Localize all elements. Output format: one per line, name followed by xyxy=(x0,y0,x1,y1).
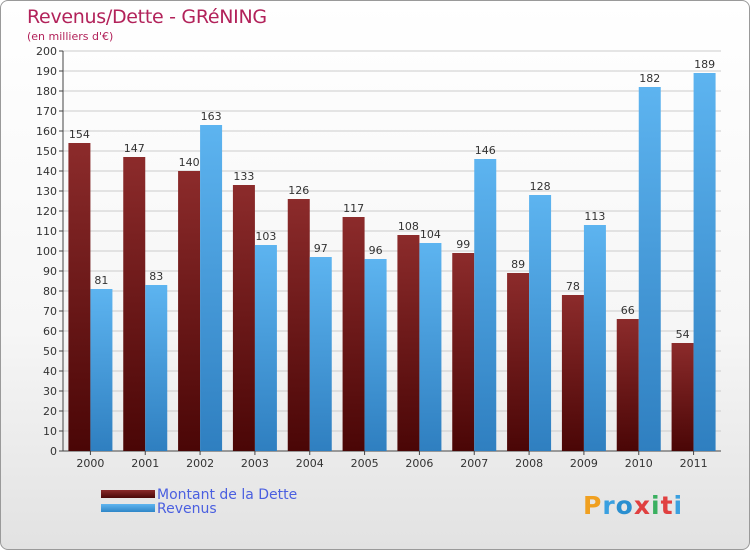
y-tick-label: 140 xyxy=(36,165,57,178)
bar-revenus xyxy=(145,285,168,451)
y-tick-label: 20 xyxy=(43,405,57,418)
y-tick-label: 150 xyxy=(36,145,57,158)
logo-letter: o xyxy=(615,491,634,520)
bar-revenus xyxy=(364,259,387,451)
bar-revenus xyxy=(200,125,223,451)
y-tick-label: 200 xyxy=(36,45,57,58)
x-tick-label: 2003 xyxy=(241,457,269,470)
data-label-dette: 147 xyxy=(124,142,145,155)
legend-swatch-revenus xyxy=(101,504,155,512)
y-tick-label: 120 xyxy=(36,205,57,218)
bar-dette xyxy=(671,343,694,451)
y-tick-label: 60 xyxy=(43,325,57,338)
x-tick-label: 2002 xyxy=(186,457,214,470)
y-tick-label: 110 xyxy=(36,225,57,238)
y-tick-label: 180 xyxy=(36,85,57,98)
x-tick-label: 2009 xyxy=(570,457,598,470)
y-tick-label: 160 xyxy=(36,125,57,138)
logo-letter: i xyxy=(673,491,684,520)
y-tick-label: 170 xyxy=(36,105,57,118)
bar-dette xyxy=(616,319,639,451)
data-label-revenus: 96 xyxy=(369,244,383,257)
y-tick-label: 90 xyxy=(43,265,57,278)
data-label-dette: 140 xyxy=(179,156,200,169)
proxiti-logo: Proxiti xyxy=(583,491,683,520)
y-tick-label: 40 xyxy=(43,365,57,378)
data-label-revenus: 128 xyxy=(530,180,551,193)
x-tick-label: 2000 xyxy=(76,457,104,470)
x-tick-label: 2006 xyxy=(405,457,433,470)
bar-revenus xyxy=(638,87,661,451)
bar-revenus xyxy=(309,257,332,451)
data-label-revenus: 182 xyxy=(639,72,660,85)
bar-dette xyxy=(68,143,91,451)
data-label-dette: 108 xyxy=(398,220,419,233)
data-label-revenus: 189 xyxy=(694,58,715,71)
bar-revenus xyxy=(474,159,497,451)
data-label-dette: 66 xyxy=(621,304,635,317)
chart-subtitle: (en milliers d'€) xyxy=(27,30,114,43)
bar-dette xyxy=(397,235,420,451)
data-label-revenus: 163 xyxy=(201,110,222,123)
bar-revenus xyxy=(693,73,716,451)
y-tick-label: 50 xyxy=(43,345,57,358)
logo-letter: t xyxy=(660,491,674,520)
data-label-revenus: 103 xyxy=(255,230,276,243)
data-label-revenus: 113 xyxy=(584,210,605,223)
bar-revenus xyxy=(419,243,442,451)
data-label-dette: 78 xyxy=(566,280,580,293)
bar-revenus xyxy=(529,195,552,451)
y-tick-label: 0 xyxy=(50,445,57,458)
data-label-dette: 54 xyxy=(676,328,690,341)
x-tick-label: 2004 xyxy=(296,457,324,470)
data-label-revenus: 81 xyxy=(94,274,108,287)
bar-revenus xyxy=(254,245,277,451)
bar-dette xyxy=(232,185,255,451)
data-label-revenus: 146 xyxy=(475,144,496,157)
bar-dette xyxy=(452,253,475,451)
x-tick-label: 2007 xyxy=(460,457,488,470)
x-tick-label: 2005 xyxy=(351,457,379,470)
legend-label-revenus: Revenus xyxy=(157,501,217,517)
data-label-dette: 126 xyxy=(288,184,309,197)
data-label-dette: 99 xyxy=(456,238,470,251)
x-tick-label: 2011 xyxy=(680,457,708,470)
y-tick-label: 130 xyxy=(36,185,57,198)
x-tick-label: 2008 xyxy=(515,457,543,470)
y-tick-label: 10 xyxy=(43,425,57,438)
bar-dette xyxy=(178,171,201,451)
data-label-revenus: 83 xyxy=(149,270,163,283)
bar-dette xyxy=(561,295,584,451)
bar-dette xyxy=(123,157,146,451)
x-tick-label: 2010 xyxy=(625,457,653,470)
legend-label-dette: Montant de la Dette xyxy=(157,487,298,503)
legend-swatch-dette xyxy=(101,490,155,498)
bar-revenus xyxy=(583,225,606,451)
logo-letter: x xyxy=(633,491,651,520)
y-tick-label: 70 xyxy=(43,305,57,318)
y-tick-label: 80 xyxy=(43,285,57,298)
bar-dette xyxy=(507,273,530,451)
logo-letter: r xyxy=(602,491,616,520)
x-tick-label: 2001 xyxy=(131,457,159,470)
data-label-dette: 117 xyxy=(343,202,364,215)
logo-letter: P xyxy=(583,491,603,520)
y-tick-label: 30 xyxy=(43,385,57,398)
data-label-dette: 133 xyxy=(233,170,254,183)
data-label-revenus: 104 xyxy=(420,228,441,241)
data-label-dette: 89 xyxy=(511,258,525,271)
logo-letter: i xyxy=(651,491,661,520)
y-tick-label: 100 xyxy=(36,245,57,258)
bar-dette xyxy=(342,217,365,451)
chart-title: Revenus/Dette - GRéNING xyxy=(27,6,267,28)
data-label-dette: 154 xyxy=(69,128,90,141)
y-tick-label: 190 xyxy=(36,65,57,78)
bar-revenus xyxy=(90,289,113,451)
data-label-revenus: 97 xyxy=(314,242,328,255)
bar-dette xyxy=(287,199,310,451)
